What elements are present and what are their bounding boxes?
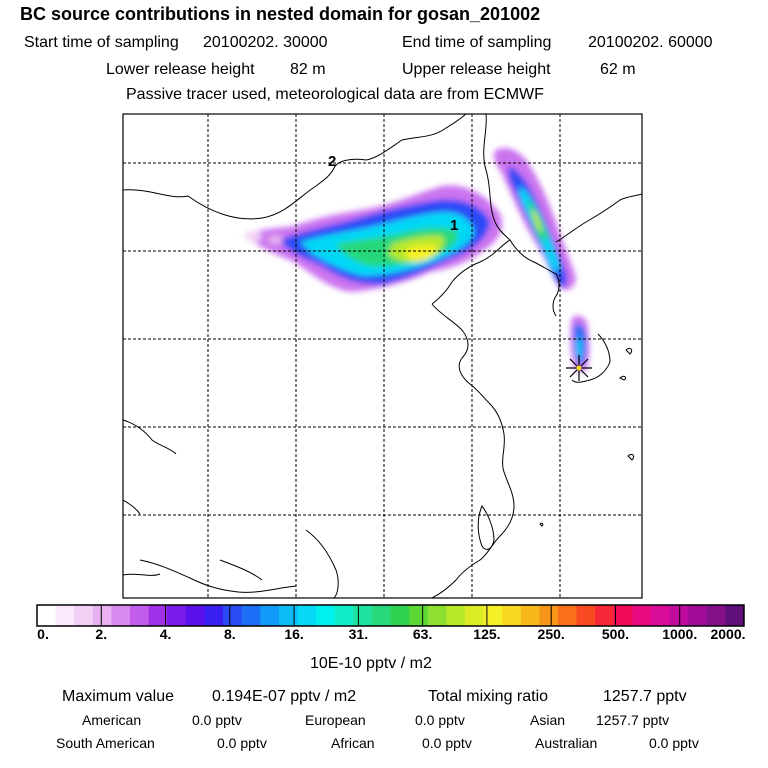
colorbar-swatch (223, 605, 243, 626)
colorbar-swatch (409, 605, 429, 626)
end-time-value: 20100202. 60000 (588, 34, 713, 51)
receptor-point (576, 365, 582, 371)
colorbar-swatch (632, 605, 652, 626)
lower-height-value: 82 m (290, 61, 326, 78)
colorbar-swatch (539, 605, 559, 626)
colorbar-swatch (278, 605, 298, 626)
figure-title: BC source contributions in nested domain… (20, 4, 541, 24)
colorbar-swatch (557, 605, 578, 626)
colorbar-swatch (316, 605, 336, 626)
south-american-label: South American (56, 735, 155, 751)
coastlines (123, 114, 642, 598)
colorbar-units: 10E-10 pptv / m2 (310, 655, 432, 672)
colorbar-swatch (185, 605, 205, 626)
colorbar-swatch (111, 605, 131, 626)
colorbar-swatch (204, 605, 224, 626)
end-time-label: End time of sampling (402, 34, 552, 51)
colorbar-swatch (92, 605, 112, 626)
american-value: 0.0 pptv (192, 712, 242, 728)
start-time-value: 20100202. 30000 (203, 34, 328, 51)
colorbar-swatch (390, 605, 410, 626)
colorbar-swatch (669, 605, 689, 626)
colorbar-swatch (688, 605, 708, 626)
asian-value: 1257.7 pptv (596, 712, 670, 728)
american-label: American (82, 712, 142, 728)
colorbar-swatch (260, 605, 280, 626)
plume-south (570, 315, 590, 373)
colorbar-swatch (148, 605, 168, 626)
colorbar-tick-label: 0. (37, 626, 49, 642)
contour-label-2: 2 (328, 153, 336, 170)
map-frame (122, 113, 643, 599)
colorbar-swatch (130, 605, 150, 626)
colorbar-tick-label: 8. (223, 626, 236, 642)
contour-label-1: 1 (450, 217, 458, 234)
colorbar-tick-label: 250. (537, 626, 565, 642)
colorbar-swatch (167, 605, 187, 626)
plume-korea (493, 147, 576, 290)
south-american-value: 0.0 pptv (217, 735, 267, 751)
colorbar-swatch (706, 605, 726, 626)
colorbar-swatch (74, 605, 94, 626)
max-value-label: Maximum value (62, 688, 175, 705)
african-value: 0.0 pptv (422, 735, 472, 751)
colorbar-swatch (502, 605, 522, 626)
colorbar (36, 604, 745, 627)
colorbar-swatch (446, 605, 466, 626)
european-label: European (305, 712, 366, 728)
african-label: African (331, 735, 375, 751)
upper-height-value: 62 m (600, 61, 636, 78)
colorbar-swatch (55, 605, 75, 626)
lower-height-label: Lower release height (106, 61, 255, 78)
upper-height-label: Upper release height (402, 61, 551, 78)
colorbar-swatch (464, 605, 485, 626)
tracer-note: Passive tracer used, meteorological data… (126, 86, 544, 103)
asian-label: Asian (530, 712, 566, 728)
colorbar-tick-label: 2000. (710, 626, 746, 642)
colorbar-tick-label: 16. (284, 626, 304, 642)
colorbar-frame (36, 604, 745, 627)
colorbar-swatch (613, 605, 633, 626)
colorbar-swatch (353, 605, 373, 626)
colorbar-tick-label: 500. (601, 626, 630, 642)
colorbar-swatch (650, 605, 671, 626)
australian-label: Australian (535, 735, 598, 751)
max-value: 0.194E-07 pptv / m2 (212, 688, 357, 705)
colorbar-swatch (297, 605, 317, 626)
grid-lines (123, 114, 642, 598)
colorbar-swatch (334, 605, 354, 626)
colorbar-swatch (520, 605, 540, 626)
colorbar-swatch (37, 605, 57, 626)
total-mixing-value: 1257.7 pptv (603, 688, 687, 705)
colorbar-swatch (483, 605, 503, 626)
colorbar-tick-label: 63. (412, 626, 433, 642)
colorbar-tick-label: 125. (473, 626, 501, 642)
colorbar-swatch (241, 605, 261, 626)
map-area: 1 2 (123, 114, 642, 598)
colorbar-swatch (595, 605, 615, 626)
start-time-label: Start time of sampling (24, 34, 179, 51)
plume-main (244, 185, 503, 292)
colorbar-swatch (427, 605, 447, 626)
colorbar-tick-label: 1000. (662, 626, 698, 642)
colorbar-swatch (725, 605, 745, 626)
colorbar-swatch (576, 605, 596, 626)
colorbar-tick-label: 2. (95, 626, 108, 642)
colorbar-tick-label: 31. (348, 626, 369, 642)
colorbar-swatch (371, 605, 391, 626)
colorbar-tick-label: 4. (159, 626, 172, 642)
australian-value: 0.0 pptv (649, 735, 699, 751)
total-mixing-label: Total mixing ratio (428, 688, 549, 705)
european-value: 0.0 pptv (415, 712, 465, 728)
